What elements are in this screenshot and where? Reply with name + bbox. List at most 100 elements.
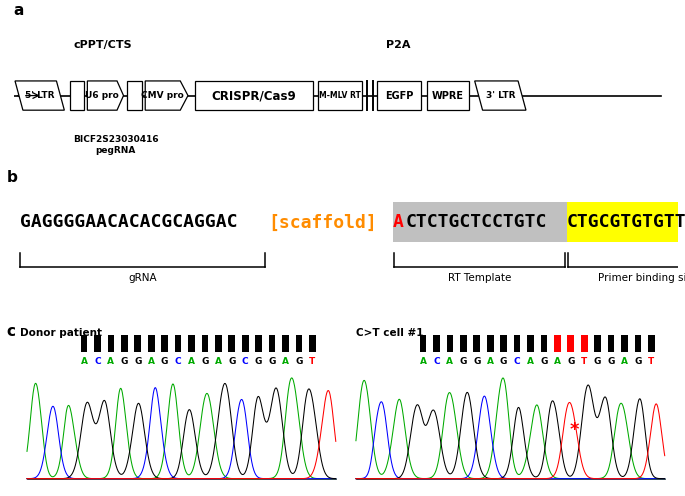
Bar — [473, 335, 480, 352]
Bar — [228, 335, 235, 352]
Text: 3' LTR: 3' LTR — [486, 91, 515, 100]
Bar — [648, 335, 655, 352]
Bar — [554, 335, 560, 352]
Bar — [500, 335, 507, 352]
Bar — [420, 335, 426, 352]
Text: A: A — [553, 357, 561, 366]
Text: A: A — [486, 357, 494, 366]
Text: 5' LTR: 5' LTR — [25, 91, 54, 100]
Text: CMV pro: CMV pro — [141, 91, 184, 100]
Bar — [215, 335, 222, 352]
Text: C: C — [175, 357, 182, 366]
Text: A: A — [447, 357, 453, 366]
Text: G: G — [255, 357, 262, 366]
Text: gRNA: gRNA — [129, 273, 157, 283]
Text: [scaffold]: [scaffold] — [269, 213, 377, 232]
Text: A: A — [393, 213, 403, 232]
Text: WPRE: WPRE — [432, 91, 464, 101]
Bar — [514, 335, 521, 352]
Text: *: * — [569, 421, 579, 439]
Bar — [269, 335, 275, 352]
Text: G: G — [228, 357, 236, 366]
Text: A: A — [215, 357, 222, 366]
Text: CTCTGCTCCTGTC: CTCTGCTCCTGTC — [406, 213, 547, 232]
Text: G: G — [594, 357, 601, 366]
Bar — [581, 335, 588, 352]
FancyBboxPatch shape — [427, 81, 469, 110]
Bar — [94, 335, 101, 352]
Bar — [188, 335, 195, 352]
Text: M-MLV RT: M-MLV RT — [319, 91, 361, 100]
Text: G: G — [134, 357, 141, 366]
Text: A: A — [108, 357, 114, 366]
Text: G: G — [269, 357, 275, 366]
FancyBboxPatch shape — [377, 81, 421, 110]
FancyBboxPatch shape — [318, 81, 362, 110]
Bar — [81, 335, 88, 352]
Text: G: G — [161, 357, 169, 366]
Text: G: G — [540, 357, 547, 366]
Bar — [567, 335, 574, 352]
Text: CRISPR/Cas9: CRISPR/Cas9 — [212, 89, 296, 102]
Text: C: C — [433, 357, 440, 366]
Polygon shape — [88, 81, 123, 110]
Text: A: A — [81, 357, 88, 366]
Bar — [295, 335, 302, 352]
Bar — [309, 335, 316, 352]
Bar — [527, 335, 534, 352]
Text: GAGGGGAACACACGCAGGAC: GAGGGGAACACACGCAGGAC — [21, 213, 238, 232]
Text: cPPT/CTS: cPPT/CTS — [73, 40, 132, 50]
Text: G: G — [473, 357, 480, 366]
Bar — [594, 335, 601, 352]
Bar — [433, 335, 440, 352]
Text: P2A: P2A — [386, 40, 410, 50]
Text: c: c — [7, 324, 16, 339]
Text: A: A — [527, 357, 534, 366]
Text: a: a — [13, 3, 23, 18]
Text: b: b — [7, 170, 18, 185]
Text: EGFP: EGFP — [385, 91, 413, 101]
Bar — [256, 335, 262, 352]
FancyBboxPatch shape — [195, 81, 313, 110]
Polygon shape — [475, 81, 526, 110]
Bar — [175, 335, 182, 352]
FancyBboxPatch shape — [566, 202, 685, 243]
Bar — [608, 335, 614, 352]
Bar — [282, 335, 289, 352]
Text: G: G — [460, 357, 467, 366]
Bar — [121, 335, 127, 352]
FancyBboxPatch shape — [70, 81, 84, 110]
Text: A: A — [419, 357, 427, 366]
Text: T: T — [581, 357, 587, 366]
Text: BICF2S23030416
pegRNA: BICF2S23030416 pegRNA — [73, 135, 158, 155]
Bar — [634, 335, 641, 352]
Bar — [242, 335, 249, 352]
Polygon shape — [15, 81, 64, 110]
Bar — [201, 335, 208, 352]
Bar — [540, 335, 547, 352]
Polygon shape — [145, 81, 188, 110]
Bar — [621, 335, 627, 352]
Bar — [487, 335, 493, 352]
Bar — [148, 335, 155, 352]
Bar — [161, 335, 168, 352]
Text: C: C — [514, 357, 521, 366]
Text: A: A — [188, 357, 195, 366]
Text: U6 pro: U6 pro — [86, 91, 119, 100]
Text: A: A — [148, 357, 155, 366]
Bar — [460, 335, 466, 352]
Text: G: G — [567, 357, 575, 366]
Text: C: C — [242, 357, 249, 366]
Text: Donor patient: Donor patient — [21, 328, 102, 338]
Text: CTGCGTGTGTTCC: CTGCGTGTGTTCC — [566, 213, 685, 232]
Text: T: T — [648, 357, 654, 366]
FancyBboxPatch shape — [393, 202, 566, 243]
Text: G: G — [500, 357, 508, 366]
Text: Primer binding site: Primer binding site — [598, 273, 685, 283]
Bar — [108, 335, 114, 352]
Text: A: A — [282, 357, 289, 366]
Text: G: G — [121, 357, 128, 366]
Text: T: T — [309, 357, 315, 366]
Text: RT Template: RT Template — [448, 273, 512, 283]
Bar — [447, 335, 453, 352]
